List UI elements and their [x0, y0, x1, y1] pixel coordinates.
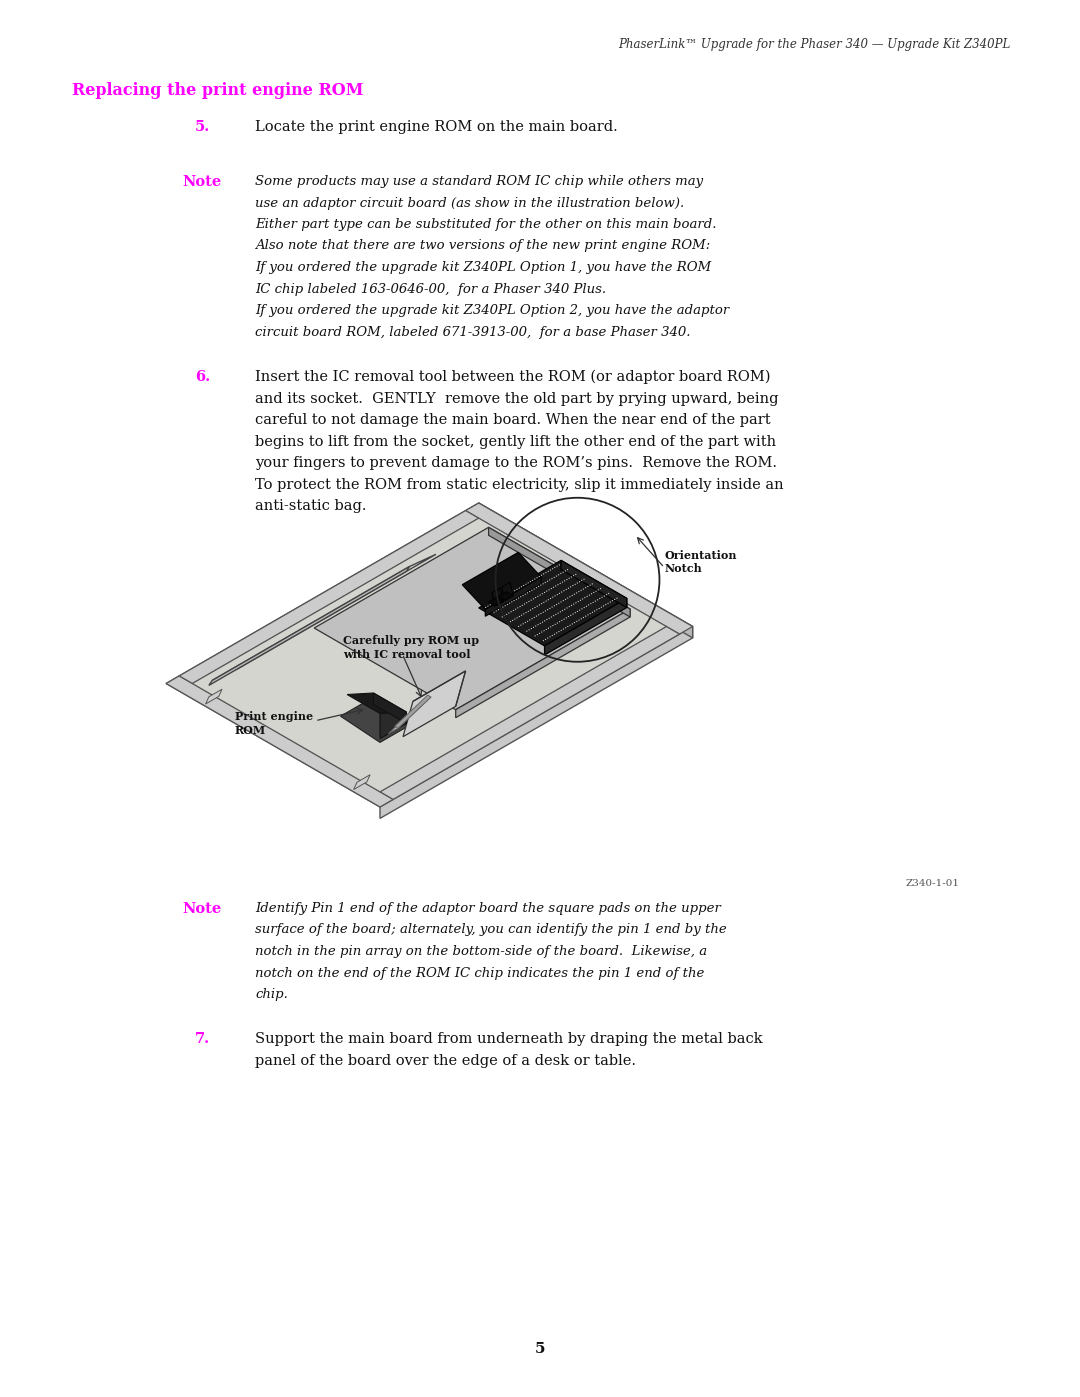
Text: Insert the IC removal tool between the ROM (or adaptor board ROM): Insert the IC removal tool between the R…: [255, 370, 770, 384]
Polygon shape: [465, 503, 692, 634]
Polygon shape: [488, 527, 630, 617]
Text: If you ordered the upgrade kit Z340PL Option 1, you have the ROM: If you ordered the upgrade kit Z340PL Op…: [255, 261, 712, 274]
Polygon shape: [485, 577, 541, 616]
Polygon shape: [578, 576, 584, 588]
Text: 7.: 7.: [194, 1032, 210, 1046]
Text: your fingers to prevent damage to the ROM’s pins.  Remove the ROM.: your fingers to prevent damage to the RO…: [255, 455, 777, 469]
Polygon shape: [456, 609, 630, 718]
Text: use an adaptor circuit board (as show in the illustration below).: use an adaptor circuit board (as show in…: [255, 197, 685, 210]
Polygon shape: [395, 696, 431, 728]
Text: Z340-1-01: Z340-1-01: [906, 879, 960, 888]
Polygon shape: [462, 552, 541, 609]
Polygon shape: [314, 527, 630, 710]
Text: Also note that there are two versions of the new print engine ROM:: Also note that there are two versions of…: [255, 239, 711, 253]
Polygon shape: [166, 676, 393, 807]
Text: IC chip labeled 163-0646-00,  for a Phaser 340 Plus.: IC chip labeled 163-0646-00, for a Phase…: [255, 282, 606, 296]
Text: Support the main board from underneath by draping the metal back: Support the main board from underneath b…: [255, 1032, 762, 1046]
Text: Locate the print engine ROM on the main board.: Locate the print engine ROM on the main …: [255, 120, 618, 134]
Polygon shape: [499, 592, 513, 601]
Polygon shape: [413, 671, 465, 701]
Polygon shape: [478, 560, 626, 645]
Polygon shape: [561, 560, 626, 608]
Polygon shape: [380, 712, 406, 739]
Text: Identify Pin 1 end of the adaptor board the square pads on the upper: Identify Pin 1 end of the adaptor board …: [255, 902, 720, 915]
Polygon shape: [192, 518, 666, 792]
Text: PhaserLink™ Upgrade for the Phaser 340 — Upgrade Kit Z340PL: PhaserLink™ Upgrade for the Phaser 340 —…: [618, 38, 1010, 52]
Text: Some products may use a standard ROM IC chip while others may: Some products may use a standard ROM IC …: [255, 175, 703, 189]
Polygon shape: [374, 693, 406, 724]
Polygon shape: [478, 503, 692, 638]
Polygon shape: [488, 598, 503, 606]
Polygon shape: [340, 697, 413, 742]
Text: If you ordered the upgrade kit Z340PL Option 2, you have the adaptor: If you ordered the upgrade kit Z340PL Op…: [255, 305, 729, 317]
Polygon shape: [212, 555, 436, 680]
Text: notch in the pin array on the bottom-side of the board.  Likewise, a: notch in the pin array on the bottom-sid…: [255, 944, 707, 958]
Polygon shape: [353, 775, 370, 789]
Text: careful to not damage the main board. When the near end of the part: careful to not damage the main board. Wh…: [255, 414, 771, 427]
Text: Note: Note: [183, 902, 222, 916]
Text: surface of the board; alternately, you can identify the pin 1 end by the: surface of the board; alternately, you c…: [255, 923, 727, 936]
Text: 6.: 6.: [194, 370, 210, 384]
Text: Replacing the print engine ROM: Replacing the print engine ROM: [72, 82, 363, 99]
Polygon shape: [403, 671, 465, 736]
Text: begins to lift from the socket, gently lift the other end of the part with: begins to lift from the socket, gently l…: [255, 434, 777, 448]
Polygon shape: [205, 689, 222, 704]
Polygon shape: [502, 583, 513, 601]
Polygon shape: [544, 598, 626, 655]
Text: anti-static bag.: anti-static bag.: [255, 499, 366, 513]
Text: Note: Note: [183, 175, 222, 189]
Polygon shape: [380, 626, 679, 799]
Text: 5.: 5.: [194, 120, 210, 134]
Polygon shape: [179, 510, 478, 683]
Text: panel of the board over the edge of a desk or table.: panel of the board over the edge of a de…: [255, 1053, 636, 1067]
Text: and its socket.  GENTLY  remove the old part by prying upward, being: and its socket. GENTLY remove the old pa…: [255, 391, 779, 405]
Text: circuit board ROM, labeled 671-3913-00,  for a base Phaser 340.: circuit board ROM, labeled 671-3913-00, …: [255, 326, 690, 338]
Polygon shape: [347, 693, 406, 714]
Text: Carefully pry ROM up
with IC removal tool: Carefully pry ROM up with IC removal too…: [342, 634, 478, 659]
Polygon shape: [166, 503, 692, 807]
Text: notch on the end of the ROM IC chip indicates the pin 1 end of the: notch on the end of the ROM IC chip indi…: [255, 967, 704, 979]
Text: chip.: chip.: [255, 988, 288, 1002]
Polygon shape: [456, 671, 465, 707]
Text: Orientation
Notch: Orientation Notch: [664, 550, 737, 574]
Polygon shape: [491, 588, 503, 606]
Text: 5: 5: [535, 1343, 545, 1356]
Text: To protect the ROM from static electricity, slip it immediately inside an: To protect the ROM from static electrici…: [255, 478, 784, 492]
Text: Either part type can be substituted for the other on this main board.: Either part type can be substituted for …: [255, 218, 716, 231]
Polygon shape: [208, 566, 409, 686]
Polygon shape: [388, 697, 431, 733]
Polygon shape: [380, 626, 692, 819]
Text: Print engine
ROM: Print engine ROM: [235, 711, 313, 735]
